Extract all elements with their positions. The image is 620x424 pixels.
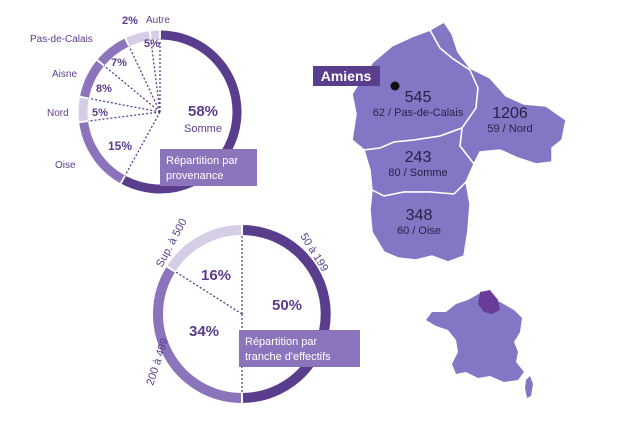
slice-value-200-499: 34% <box>189 323 219 340</box>
pie-slice-divider <box>150 39 161 113</box>
caption-effectifs-line2: tranche d'effectifs <box>245 351 331 363</box>
map-label-pas-de-calais: 62 / Pas-de-Calais <box>373 107 464 119</box>
pie-ring-segment <box>80 60 104 98</box>
hauts-de-france-highlight <box>478 290 500 314</box>
city-badge <box>313 66 380 86</box>
city-name: Amiens <box>321 68 372 84</box>
outer-label-nord: Nord <box>47 108 69 119</box>
caption-provenance-line2: provenance <box>166 170 224 182</box>
slice-value-50-199: 50% <box>272 297 302 314</box>
outer-label-aisne: Aisne <box>52 69 77 80</box>
pie-slice-divider <box>174 271 243 315</box>
map-label-oise: 60 / Oise <box>397 225 441 237</box>
pie-slice-divider <box>124 111 161 176</box>
pie-effectifs-rings <box>153 225 331 403</box>
pie-slice-divider <box>88 97 161 113</box>
pie-ring-segment <box>153 267 242 403</box>
map-label-somme: 80 / Somme <box>388 167 447 179</box>
france-locator-map <box>426 290 533 398</box>
slice-value-autre: 2% <box>122 15 138 27</box>
slice-value-pas-de-calais: 7% <box>111 57 127 69</box>
slice-name-somme: Somme <box>184 123 222 135</box>
map-value-oise: 348 <box>406 207 433 224</box>
caption-box-effectifs <box>239 330 360 367</box>
slice-value-other: 5% <box>144 38 160 50</box>
slice-value-sup-500: 16% <box>201 267 231 284</box>
caption-box-provenance <box>160 149 257 186</box>
pie-ring-segment <box>167 225 242 271</box>
pie-effectifs-dividers <box>174 235 243 393</box>
pie-effectifs: 50% 34% 16% 50 à 199 200 à 499 Sup. à 50… <box>144 217 360 403</box>
pie-slice-divider <box>128 46 161 113</box>
pie-ring-segment <box>78 97 89 122</box>
slice-value-somme: 58% <box>188 103 218 120</box>
pie-provenance-dividers <box>87 39 161 176</box>
pie-ring-segment <box>126 31 151 47</box>
department-oise <box>369 180 471 263</box>
region-map: 545 62 / Pas-de-Calais 1206 59 / Nord 24… <box>313 21 567 263</box>
slice-value-oise: 15% <box>108 139 132 153</box>
slice-value-aisne: 8% <box>96 83 112 95</box>
pie-ring-segment <box>79 121 125 183</box>
map-value-pas-de-calais: 545 <box>405 89 432 106</box>
slice-value-nord: 5% <box>92 107 108 119</box>
map-value-somme: 243 <box>405 149 432 166</box>
outer-label-oise: Oise <box>55 160 76 171</box>
outer-label-autre: Autre <box>146 15 170 26</box>
map-label-nord: 59 / Nord <box>487 123 532 135</box>
pie-ring-segment <box>242 225 331 403</box>
department-nord <box>428 21 567 166</box>
pie-slice-divider <box>103 65 161 113</box>
caption-provenance-line1: Répartition par <box>166 155 238 167</box>
pie-provenance-rings <box>78 30 242 194</box>
city-marker-icon <box>390 81 400 91</box>
corsica <box>525 376 533 398</box>
pie-ring-segment <box>121 30 242 194</box>
map-value-nord: 1206 <box>492 105 528 122</box>
pie-slice-divider <box>87 111 161 122</box>
caption-effectifs-line1: Répartition par <box>245 336 317 348</box>
france-outline <box>426 292 524 382</box>
pie-provenance: 58% Somme 15% 5% 8% 7% 5% 2% Autre Pas-d… <box>30 15 257 194</box>
outer-label-pas-de-calais: Pas-de-Calais <box>30 34 93 45</box>
pie-ring-segment <box>97 38 129 66</box>
